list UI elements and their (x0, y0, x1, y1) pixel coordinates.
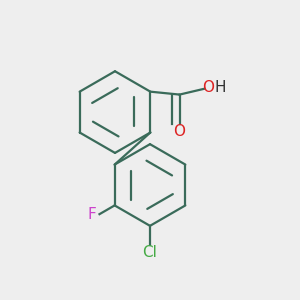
Text: O: O (173, 124, 185, 139)
Text: O: O (202, 80, 214, 95)
Text: F: F (88, 207, 97, 222)
Text: Cl: Cl (142, 244, 158, 260)
Text: H: H (214, 80, 226, 95)
